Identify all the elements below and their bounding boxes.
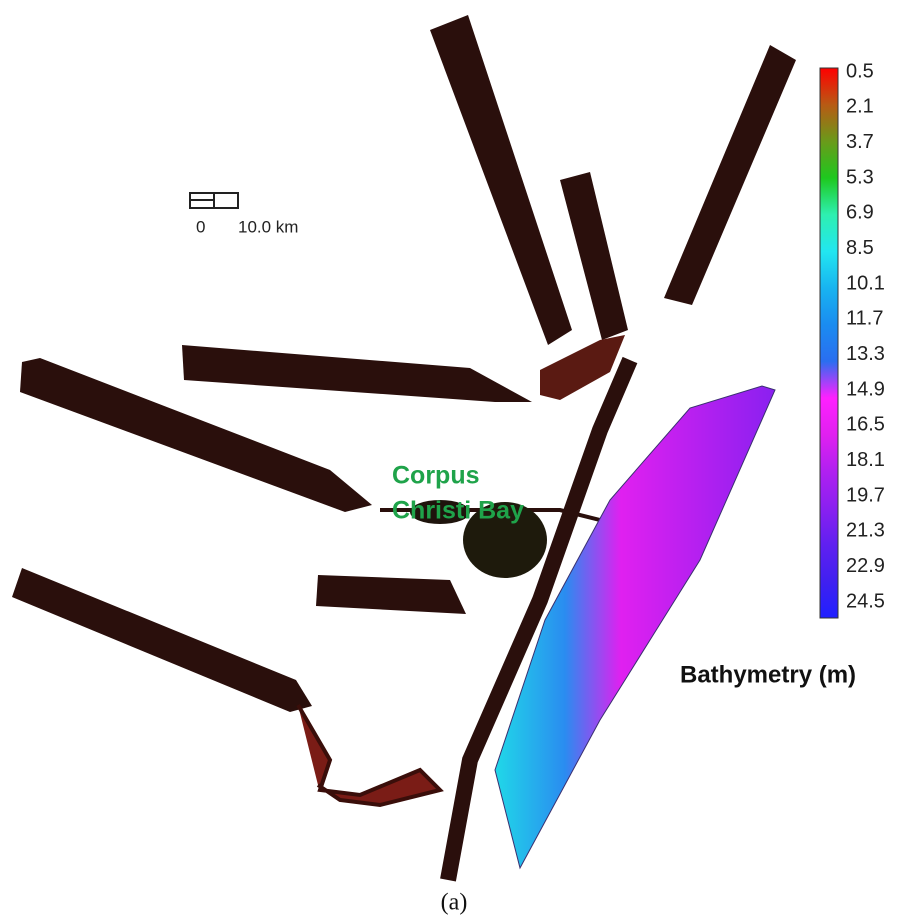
colorbar-label: 10.1 <box>846 272 885 294</box>
channel <box>560 172 628 340</box>
scale-bar: 0 10.0 km <box>189 192 298 236</box>
colorbar-label: 16.5 <box>846 414 885 436</box>
colorbar-label: 8.5 <box>846 237 874 259</box>
scale-end: 10.0 km <box>238 217 298 236</box>
scale-start: 0 <box>196 217 205 236</box>
channel <box>316 575 466 614</box>
colorbar-label: 11.7 <box>846 308 883 330</box>
channel <box>440 356 638 882</box>
colorbar-ramp <box>819 67 839 619</box>
estuary <box>540 335 625 400</box>
mesh-map <box>12 15 796 882</box>
colorbar-title: Bathymetry (m) <box>680 661 856 688</box>
colorbar: 0.5 2.1 3.7 5.3 6.9 8.5 10.1 11.7 13.3 14.9 16.5 18… <box>819 60 885 619</box>
shelf-mesh <box>494 385 776 870</box>
colorbar-label: 19.7 <box>846 484 885 506</box>
map-label: Christi Bay <box>392 497 524 525</box>
colorbar-label: 14.9 <box>846 378 885 400</box>
channel <box>12 568 312 712</box>
channel <box>182 345 532 402</box>
colorbar-label: 18.1 <box>846 449 885 471</box>
channel <box>664 45 796 305</box>
colorbar-label: 22.9 <box>846 555 885 577</box>
bay <box>410 500 470 524</box>
map-label: Corpus <box>392 462 480 490</box>
colorbar-label: 2.1 <box>846 96 874 118</box>
channel <box>20 358 372 512</box>
colorbar-label: 13.3 <box>846 343 885 365</box>
colorbar-label: 0.5 <box>846 60 874 82</box>
colorbar-label: 24.5 <box>846 590 885 612</box>
estuary <box>296 703 444 808</box>
colorbar-label: 3.7 <box>846 131 874 153</box>
bay <box>463 502 547 578</box>
caption: (a) <box>441 890 468 916</box>
colorbar-label: 6.9 <box>846 202 874 224</box>
channel <box>430 15 572 345</box>
colorbar-label: 21.3 <box>846 520 885 542</box>
colorbar-label: 5.3 <box>846 166 874 188</box>
